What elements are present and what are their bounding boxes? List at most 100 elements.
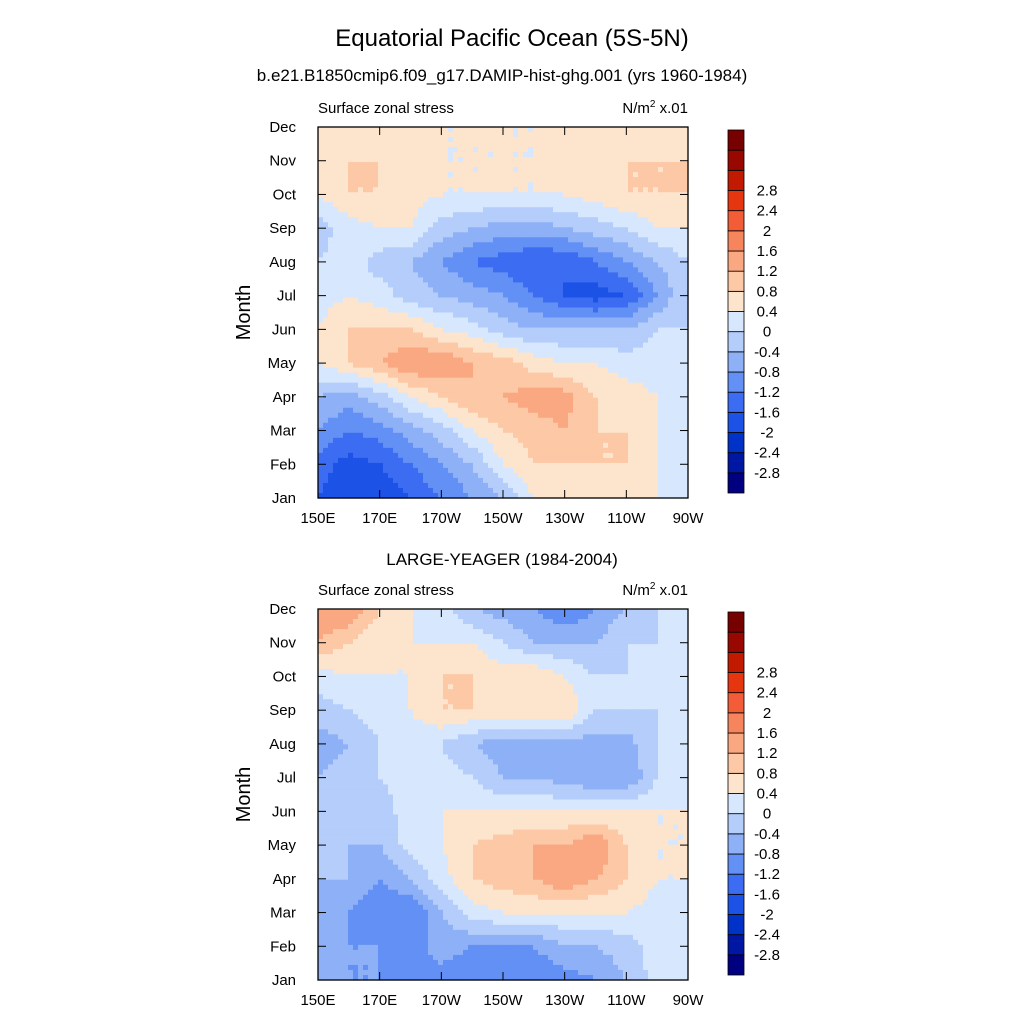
contour-cell: [483, 327, 489, 334]
contour-cell: [548, 392, 554, 399]
contour-cell: [498, 142, 504, 148]
contour-cell: [348, 332, 354, 339]
contour-cell: [408, 352, 414, 359]
contour-cell: [378, 352, 384, 359]
contour-cell: [643, 337, 649, 344]
contour-cell: [363, 452, 369, 459]
contour-cell: [388, 402, 394, 409]
contour-cell: [433, 167, 439, 173]
contour-cell: [678, 142, 684, 148]
contour-cell: [353, 382, 359, 389]
contour-cell: [398, 322, 404, 329]
contour-cell: [363, 427, 369, 434]
contour-cell: [588, 217, 594, 223]
contour-cell: [333, 207, 339, 213]
contour-cell: [353, 312, 359, 319]
contour-cell: [363, 287, 369, 294]
contour-cell: [608, 367, 614, 374]
contour-cell: [633, 197, 639, 203]
contour-cell: [663, 267, 669, 273]
contour-cell: [528, 222, 534, 228]
contour-cell: [603, 362, 609, 369]
contour-cell: [453, 317, 459, 324]
contour-cell: [553, 202, 559, 208]
contour-cell: [663, 207, 669, 213]
contour-cell: [548, 457, 554, 464]
contour-cell: [488, 392, 494, 399]
contour-cell: [683, 257, 689, 263]
contour-cell: [358, 312, 364, 319]
contour-cell: [353, 197, 359, 203]
contour-cell: [388, 217, 394, 223]
contour-cell: [483, 142, 489, 148]
contour-cell: [643, 212, 649, 218]
contour-cell: [528, 407, 534, 414]
contour-cell: [543, 212, 549, 218]
contour-cell: [448, 237, 454, 243]
contour-cell: [608, 162, 614, 168]
contour-cell: [553, 132, 559, 138]
contour-cell: [493, 182, 499, 188]
contour-cell: [558, 322, 564, 329]
contour-cell: [668, 447, 674, 454]
contour-cell: [453, 247, 459, 253]
contour-cell: [438, 207, 444, 213]
contour-cell: [578, 362, 584, 369]
contour-cell: [553, 347, 559, 354]
contour-cell: [588, 252, 594, 258]
contour-cell: [363, 397, 369, 404]
contour-cell: [563, 282, 569, 289]
contour-cell: [598, 377, 604, 384]
contour-cell: [443, 462, 449, 469]
contour-cell: [453, 382, 459, 389]
contour-cell: [433, 257, 439, 263]
contour-cell: [523, 442, 529, 449]
contour-cell: [403, 347, 409, 354]
contour-cell: [668, 172, 674, 178]
contour-cell: [568, 277, 574, 284]
contour-cell: [433, 272, 439, 278]
contour-cell: [368, 152, 374, 158]
contour-cell: [488, 367, 494, 374]
contour-cell: [388, 132, 394, 138]
contour-cell: [393, 212, 399, 218]
contour-cell: [418, 282, 424, 289]
contour-cell: [663, 352, 669, 359]
contour-cell: [433, 162, 439, 168]
contour-cell: [683, 277, 689, 284]
contour-cell: [573, 372, 579, 379]
contour-cell: [453, 227, 459, 233]
contour-cell: [528, 392, 534, 399]
contour-cell: [558, 307, 564, 314]
contour-cell: [608, 207, 614, 213]
contour-cell: [493, 452, 499, 459]
contour-cell: [648, 362, 654, 369]
contour-cell: [553, 372, 559, 379]
contour-cell: [378, 332, 384, 339]
contour-cell: [408, 462, 414, 469]
contour-cell: [618, 342, 624, 349]
contour-cell: [608, 132, 614, 138]
contour-cell: [528, 302, 534, 309]
contour-cell: [638, 457, 644, 464]
contour-cell: [533, 127, 539, 133]
contour-cell: [658, 222, 664, 228]
contour-cell: [363, 407, 369, 414]
contour-cell: [553, 412, 559, 419]
contour-cell: [608, 247, 614, 253]
contour-cell: [588, 412, 594, 419]
contour-cell: [403, 282, 409, 289]
contour-cell: [383, 137, 389, 143]
contour-cell: [528, 347, 534, 354]
contour-cell: [398, 197, 404, 203]
contour-cell: [333, 447, 339, 454]
contour-cell: [593, 262, 599, 268]
contour-cell: [468, 222, 474, 228]
contour-cell: [598, 292, 604, 299]
contour-cell: [453, 447, 459, 454]
contour-cell: [483, 227, 489, 233]
contour-cell: [363, 402, 369, 409]
contour-cell: [468, 417, 474, 424]
contour-cell: [413, 287, 419, 294]
contour-cell: [488, 442, 494, 449]
